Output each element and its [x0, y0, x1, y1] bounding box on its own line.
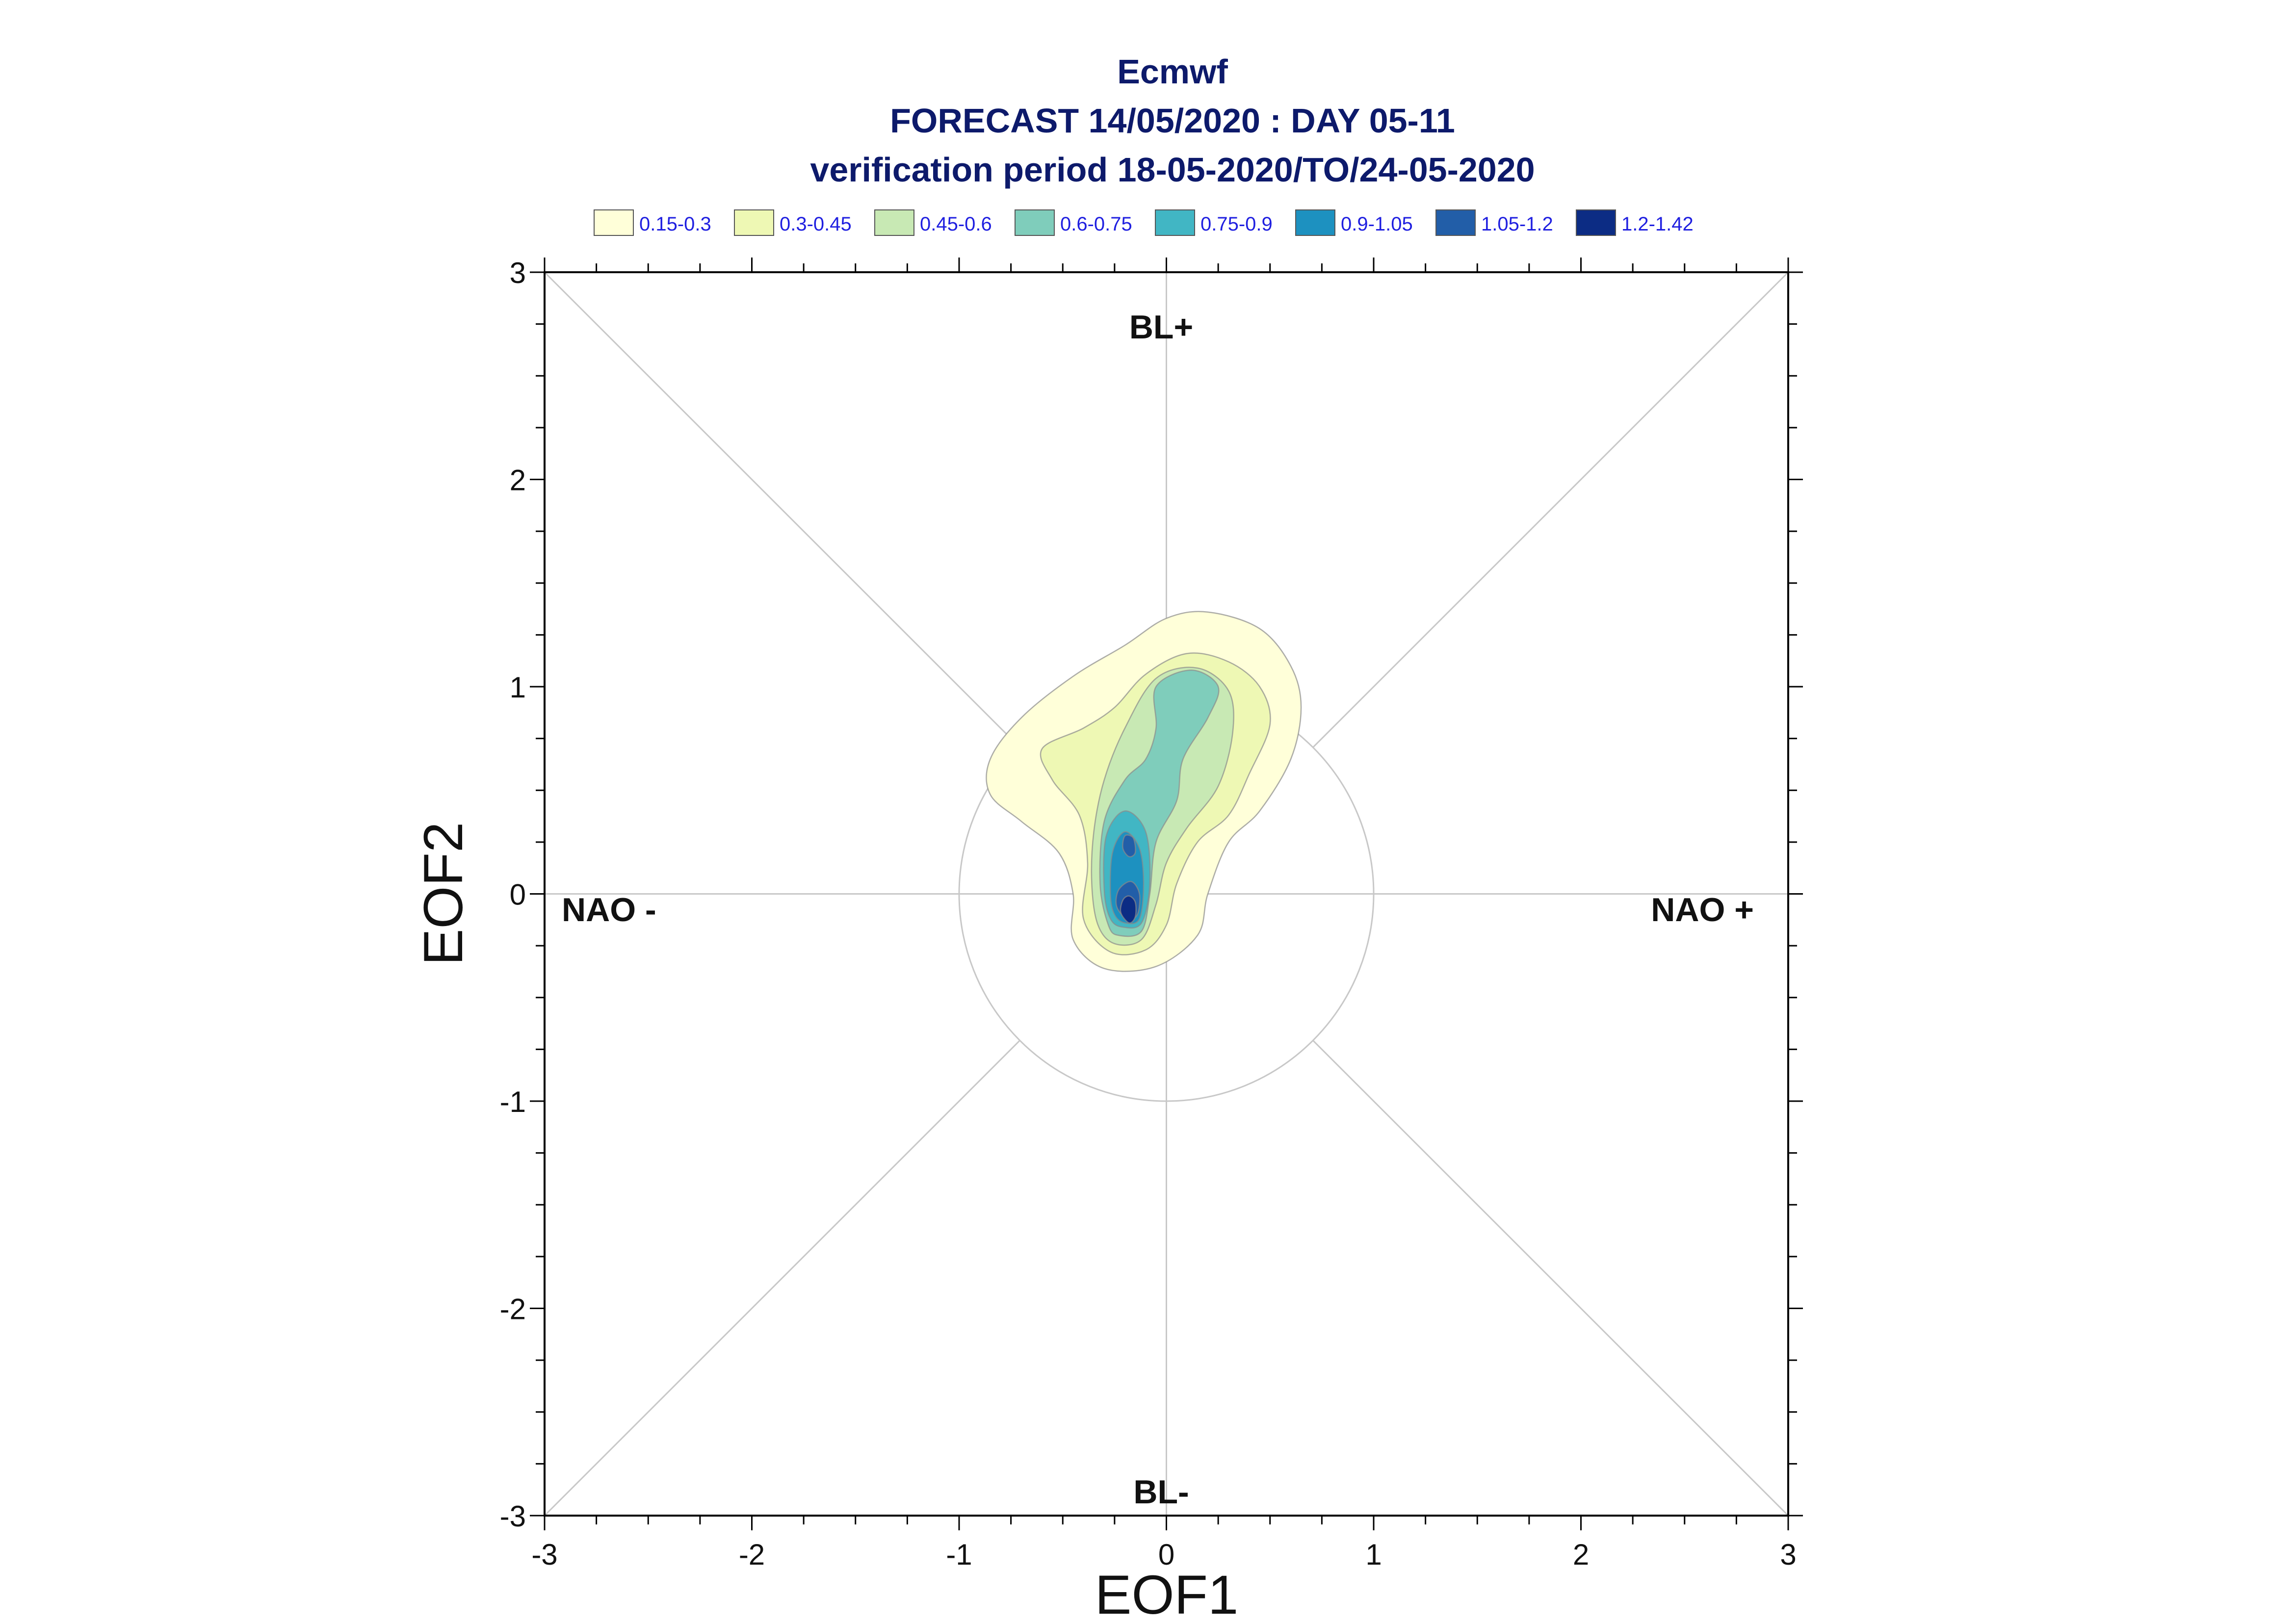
legend-entry: 0.6-0.75 — [1015, 209, 1132, 236]
legend-label: 1.2-1.42 — [1621, 213, 1694, 235]
axis-ticks: -3 -2 -1 0 1 2 3 -3 -2 -1 0 1 2 3 — [500, 257, 1803, 1571]
legend-entry: 1.2-1.42 — [1576, 209, 1694, 236]
legend-entry: 0.3-0.45 — [734, 209, 852, 236]
x-tick-label: -2 — [739, 1538, 765, 1571]
legend-swatch — [1155, 209, 1195, 236]
regime-label-top: BL+ — [1129, 309, 1193, 346]
regime-label-bottom: BL- — [1133, 1473, 1189, 1511]
legend-swatch — [1015, 209, 1055, 236]
density-contours — [986, 611, 1302, 972]
legend-label: 0.9-1.05 — [1341, 213, 1413, 235]
legend-swatch — [734, 209, 774, 236]
x-tick-label: -3 — [531, 1538, 557, 1571]
chart-title: Ecmwf — [1117, 52, 1228, 91]
x-tick-label: 2 — [1573, 1538, 1589, 1571]
y-tick-label: 3 — [510, 257, 526, 289]
y-tick-label: -2 — [500, 1293, 526, 1326]
density-contour — [1122, 834, 1136, 858]
y-axis-title: EOF2 — [413, 822, 474, 966]
legend-entry: 1.05-1.2 — [1435, 209, 1553, 236]
chart-subtitle-1: FORECAST 14/05/2020 : DAY 05-11 — [890, 102, 1455, 140]
x-tick-label: -1 — [946, 1538, 972, 1571]
x-tick-label: 3 — [1780, 1538, 1796, 1571]
legend-entry: 0.15-0.3 — [594, 209, 711, 236]
legend-swatch — [1435, 209, 1476, 236]
legend: 0.15-0.3 0.3-0.45 0.45-0.6 0.6-0.75 0.75-0.9… — [594, 209, 1694, 236]
legend-label: 1.05-1.2 — [1481, 213, 1553, 235]
regime-label-left: NAO - — [562, 891, 656, 928]
legend-swatch — [594, 209, 634, 236]
y-tick-label: 1 — [510, 671, 526, 704]
x-axis-title: EOF1 — [1095, 1564, 1239, 1624]
x-tick-label: 1 — [1365, 1538, 1382, 1571]
y-tick-label: -3 — [500, 1500, 526, 1533]
legend-entry: 0.9-1.05 — [1295, 209, 1413, 236]
regime-label-right: NAO + — [1651, 891, 1754, 928]
legend-swatch — [1576, 209, 1616, 236]
legend-label: 0.45-0.6 — [920, 213, 992, 235]
legend-label: 0.15-0.3 — [639, 213, 711, 235]
y-tick-label: 0 — [510, 878, 526, 911]
legend-label: 0.3-0.45 — [780, 213, 852, 235]
density-contour — [1120, 895, 1137, 924]
legend-label: 0.75-0.9 — [1200, 213, 1273, 235]
x-tick-label: 0 — [1158, 1538, 1174, 1571]
y-tick-label: -1 — [500, 1085, 526, 1118]
legend-label: 0.6-0.75 — [1060, 213, 1132, 235]
y-tick-label: 2 — [510, 464, 526, 497]
legend-swatch — [874, 209, 914, 236]
chart-subtitle-2: verification period 18-05-2020/TO/24-05-… — [810, 151, 1535, 189]
legend-entry: 0.75-0.9 — [1155, 209, 1273, 236]
legend-entry: 0.45-0.6 — [874, 209, 992, 236]
legend-swatch — [1295, 209, 1335, 236]
